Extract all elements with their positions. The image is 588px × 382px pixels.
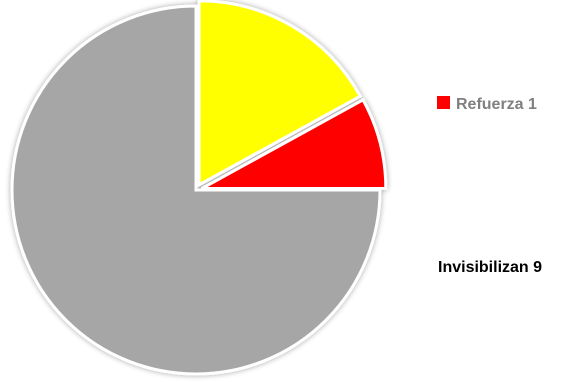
legend: Refuerza 1	[437, 96, 537, 113]
legend-swatch-refuerza	[437, 96, 450, 109]
legend-label-refuerza: Refuerza 1	[456, 96, 537, 113]
pie-slices	[10, 0, 388, 376]
pie-slice-yellow	[197, 0, 363, 188]
annotation-invisibilizan: Invisibilizan 9	[438, 259, 542, 276]
pie-slice-gray	[10, 4, 382, 376]
pie-slice-red	[201, 97, 388, 191]
